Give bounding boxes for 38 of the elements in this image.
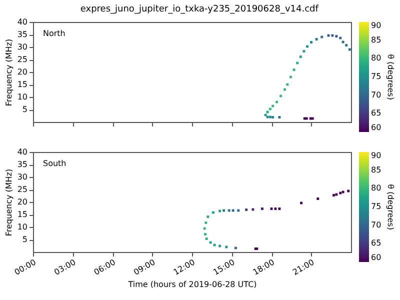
chart-title: expres_juno_jupiter_io_txka-y235_20190628_v14.cdf: [80, 4, 320, 14]
y-tick-label: 35: [17, 30, 28, 39]
y-tick-label: 25: [17, 185, 28, 194]
y-tick-label: 30: [17, 172, 28, 182]
y-tick-label: 10: [17, 222, 28, 232]
color-bar-label: 90: [371, 151, 382, 160]
color-bar-label: 60: [371, 123, 382, 132]
y-tick-label: 5: [22, 235, 28, 244]
color-bar-label: 85: [371, 35, 382, 44]
color-bar-label: 60: [371, 253, 382, 262]
y-tick-label: 35: [17, 160, 28, 169]
y-tick-label: 5: [22, 105, 28, 114]
y-tick-label: 40: [17, 18, 28, 26]
x-axis-title: Time (hours of 2019-06-28 UTC): [127, 280, 257, 289]
color-bar-label: 80: [371, 184, 382, 193]
y-tick-label: 10: [17, 92, 28, 102]
y-tick-label: 15: [17, 210, 28, 219]
color-bar-label: 70: [371, 90, 382, 100]
color-bar-label: 80: [371, 54, 382, 63]
color-bar-label: 75: [371, 72, 382, 81]
color-bar-label: 65: [371, 108, 382, 118]
annotation: South: [43, 159, 66, 168]
y-axis-title: Frequency (MHz): [4, 168, 14, 236]
y-axis-title: Frequency (MHz): [4, 38, 14, 106]
y-tick-label: 20: [17, 68, 28, 76]
color-bar-label: 90: [371, 21, 382, 30]
y-tick-label: 25: [17, 55, 28, 64]
color-bar-label: 70: [371, 220, 382, 230]
color-bar-title: θ (degrees): [386, 54, 395, 100]
y-tick-label: 30: [17, 42, 28, 52]
color-bar-title: θ (degrees): [386, 184, 395, 230]
y-tick-label: 15: [17, 80, 28, 89]
color-bar-label: 65: [371, 238, 382, 248]
annotation: North: [43, 29, 66, 38]
y-tick-label: 20: [17, 198, 28, 206]
color-bar-label: 85: [371, 165, 382, 174]
y-tick-label: 40: [17, 148, 28, 156]
color-bar-label: 75: [371, 202, 382, 211]
